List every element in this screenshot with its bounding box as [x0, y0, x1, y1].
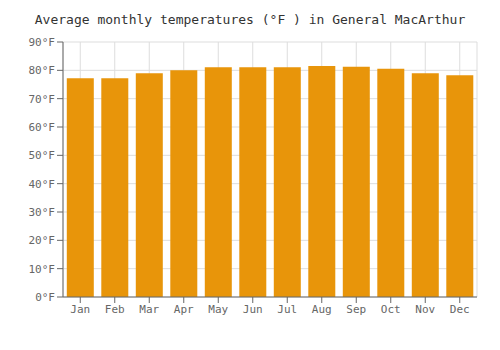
svg-text:May: May [208, 303, 228, 316]
svg-text:50°F: 50°F [29, 149, 56, 162]
svg-text:90°F: 90°F [29, 36, 56, 49]
svg-text:Jan: Jan [70, 303, 90, 316]
svg-text:80°F: 80°F [29, 64, 56, 77]
svg-text:40°F: 40°F [29, 178, 56, 191]
svg-text:0°F: 0°F [35, 291, 55, 304]
svg-text:20°F: 20°F [29, 234, 56, 247]
svg-text:Apr: Apr [174, 303, 194, 316]
svg-text:Nov: Nov [415, 303, 435, 316]
svg-text:Feb: Feb [105, 303, 125, 316]
svg-text:Jul: Jul [277, 303, 297, 316]
svg-text:10°F: 10°F [29, 263, 56, 276]
svg-text:70°F: 70°F [29, 93, 56, 106]
svg-text:Dec: Dec [450, 303, 470, 316]
svg-text:Oct: Oct [381, 303, 401, 316]
svg-text:60°F: 60°F [29, 121, 56, 134]
svg-text:30°F: 30°F [29, 206, 56, 219]
html-text:Average monthly temperatures (: Average monthly temperatures (°F ) in Ge… [34, 12, 466, 27]
svg-text:Aug: Aug [312, 303, 332, 316]
svg-text:Sep: Sep [346, 303, 366, 316]
svg-text:Jun: Jun [243, 303, 263, 316]
svg-text:Mar: Mar [139, 303, 159, 316]
